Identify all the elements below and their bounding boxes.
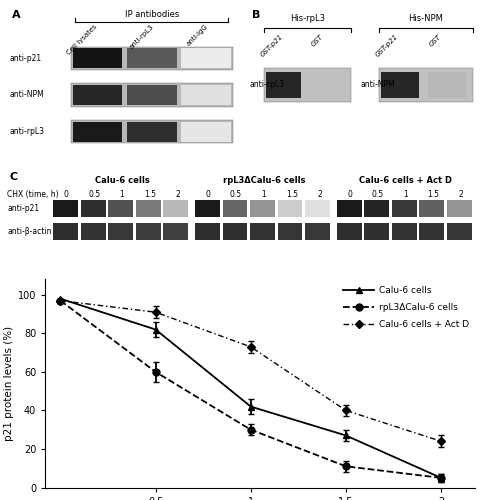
Text: anti-rpL3: anti-rpL3 — [10, 127, 45, 136]
Text: anti-rpL3: anti-rpL3 — [128, 24, 155, 50]
Text: anti-NPM: anti-NPM — [10, 90, 44, 100]
Text: anti-rpL3: anti-rpL3 — [249, 80, 284, 90]
Text: anti-p21: anti-p21 — [7, 204, 39, 213]
Text: 1: 1 — [402, 190, 407, 199]
Text: anti-p21: anti-p21 — [10, 54, 42, 63]
Text: 1: 1 — [120, 190, 124, 199]
Bar — [250, 200, 274, 217]
Text: 1: 1 — [261, 190, 266, 199]
Text: GST-p21: GST-p21 — [374, 34, 399, 58]
Bar — [304, 200, 330, 217]
Bar — [136, 200, 160, 217]
Bar — [336, 200, 361, 217]
Text: 0.5: 0.5 — [88, 190, 100, 199]
Text: Calu-6 cells: Calu-6 cells — [94, 176, 149, 185]
Bar — [181, 122, 230, 142]
Text: anti-IgG: anti-IgG — [185, 24, 209, 47]
Text: Cell lysates: Cell lysates — [66, 24, 98, 56]
Y-axis label: p21 protein levels (%): p21 protein levels (%) — [4, 326, 14, 441]
Bar — [127, 48, 176, 68]
Bar — [127, 122, 176, 142]
Text: His-rpL3: His-rpL3 — [289, 14, 324, 24]
Bar — [181, 85, 230, 105]
Bar — [80, 223, 106, 240]
Text: 1.5: 1.5 — [144, 190, 156, 199]
Bar — [391, 200, 416, 217]
Legend: Calu-6 cells, rpL3ΔCalu-6 cells, Calu-6 cells + Act D: Calu-6 cells, rpL3ΔCalu-6 cells, Calu-6 … — [338, 282, 471, 333]
Text: CHX (time, h): CHX (time, h) — [7, 190, 59, 199]
Text: rpL3ΔCalu-6 cells: rpL3ΔCalu-6 cells — [222, 176, 304, 185]
Bar — [71, 46, 233, 70]
Text: A: A — [12, 10, 20, 20]
Bar — [419, 223, 443, 240]
Bar — [308, 72, 343, 98]
Bar — [80, 200, 106, 217]
Text: 2: 2 — [317, 190, 321, 199]
Bar — [446, 223, 471, 240]
Bar — [195, 223, 219, 240]
Bar — [73, 85, 122, 105]
Bar — [53, 223, 78, 240]
Bar — [277, 200, 302, 217]
Bar — [127, 85, 176, 105]
Text: 0.5: 0.5 — [229, 190, 242, 199]
Bar — [163, 223, 188, 240]
Bar — [250, 223, 274, 240]
Bar — [263, 68, 350, 102]
Text: B: B — [251, 10, 260, 20]
Bar — [73, 48, 122, 68]
Bar — [136, 223, 160, 240]
Bar — [446, 200, 471, 217]
Text: GST: GST — [310, 34, 324, 48]
Bar — [222, 223, 247, 240]
Bar — [71, 120, 233, 143]
Text: 0: 0 — [64, 190, 69, 199]
Text: Calu-6 cells + Act D: Calu-6 cells + Act D — [358, 176, 451, 185]
Text: His-NPM: His-NPM — [408, 14, 442, 24]
Bar — [108, 200, 133, 217]
Bar — [108, 223, 133, 240]
Text: 0.5: 0.5 — [371, 190, 383, 199]
Bar — [363, 223, 388, 240]
Text: 1.5: 1.5 — [285, 190, 297, 199]
Bar — [304, 223, 330, 240]
Bar — [378, 68, 472, 102]
Bar — [195, 200, 219, 217]
Bar — [380, 72, 418, 98]
Bar — [222, 200, 247, 217]
Text: IP antibodies: IP antibodies — [124, 10, 179, 19]
Text: 2: 2 — [458, 190, 463, 199]
Bar — [163, 200, 188, 217]
Text: anti-β-actin: anti-β-actin — [7, 227, 52, 236]
Text: GST: GST — [427, 34, 441, 48]
Text: anti-NPM: anti-NPM — [360, 80, 394, 90]
Bar — [419, 200, 443, 217]
Bar — [277, 223, 302, 240]
Text: C: C — [10, 172, 18, 181]
Text: 2: 2 — [175, 190, 180, 199]
Text: GST-p21: GST-p21 — [259, 34, 284, 58]
Text: 1.5: 1.5 — [426, 190, 439, 199]
Bar — [73, 122, 122, 142]
Bar — [266, 72, 301, 98]
Bar — [336, 223, 361, 240]
Bar — [363, 200, 388, 217]
Text: 0: 0 — [347, 190, 351, 199]
Bar — [181, 48, 230, 68]
Bar — [71, 84, 233, 106]
Bar — [427, 72, 465, 98]
Bar — [391, 223, 416, 240]
Text: 0: 0 — [205, 190, 210, 199]
Bar — [53, 200, 78, 217]
